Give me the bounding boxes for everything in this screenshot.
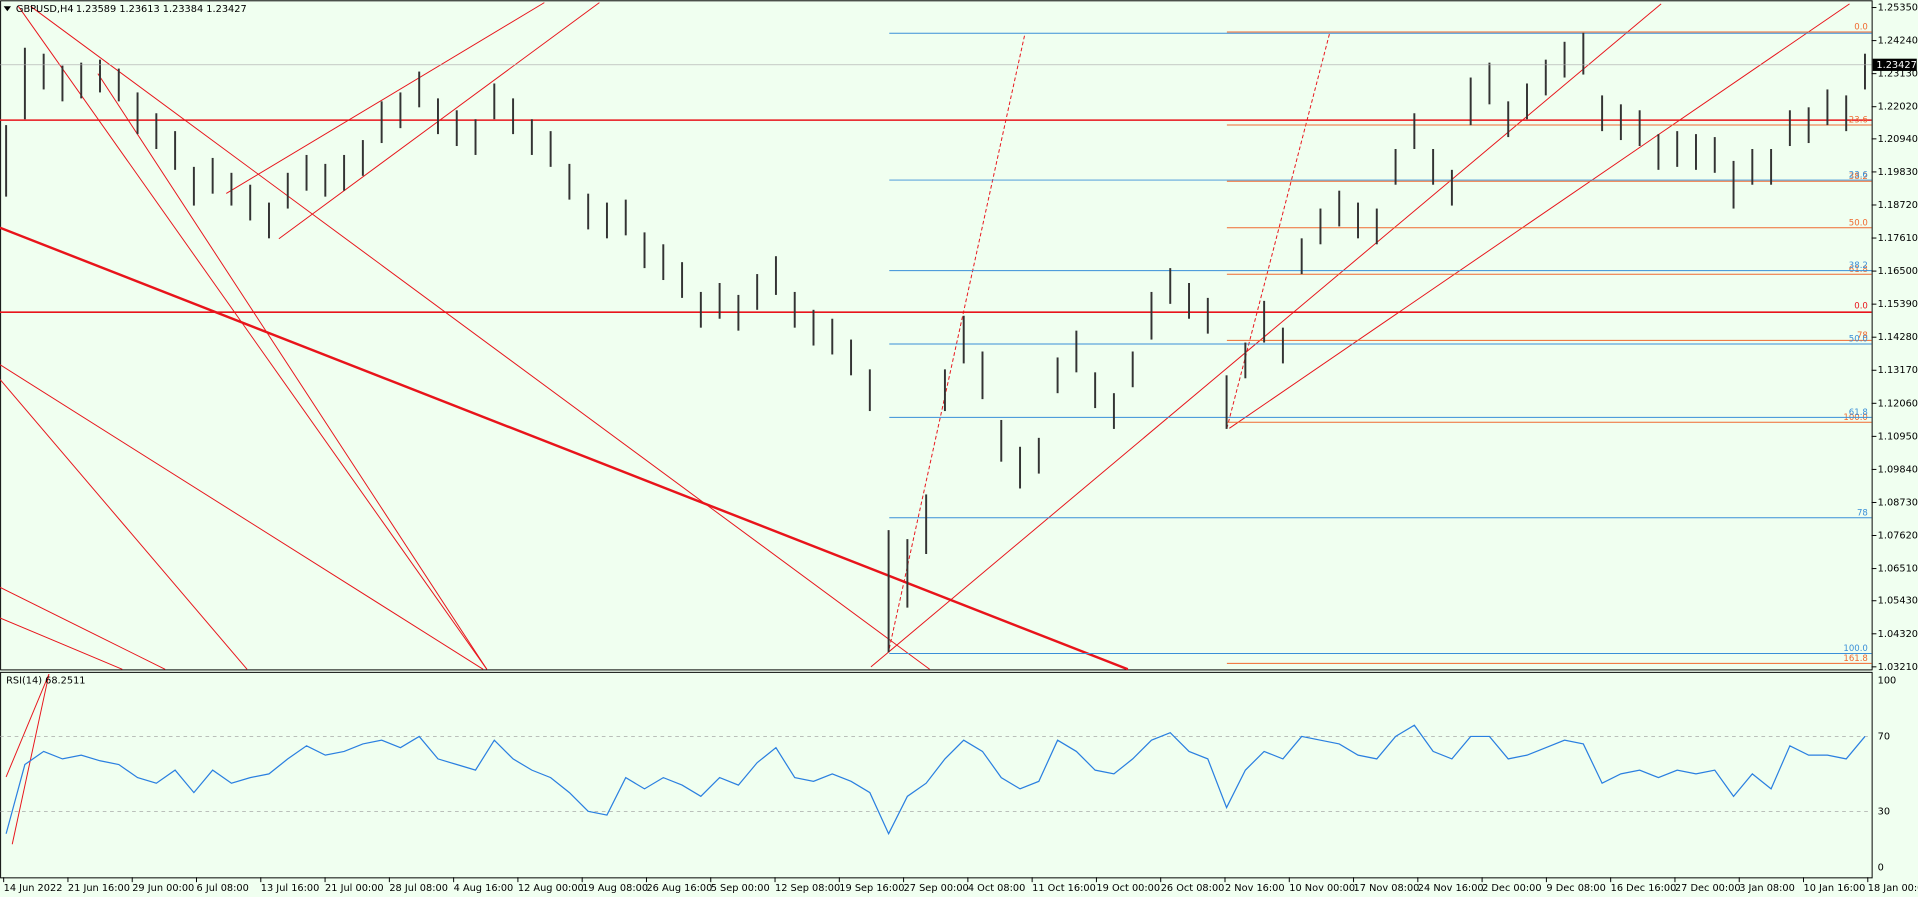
trend-line — [17, 6, 488, 670]
y-tick-label: 1.20940 — [1878, 134, 1918, 145]
x-tick-label: 28 Jul 08:00 — [389, 883, 448, 894]
y-tick-label: 1.19830 — [1878, 167, 1918, 178]
x-tick-label: 24 Nov 16:00 — [1418, 883, 1484, 894]
x-tick-label: 19 Sep 16:00 — [839, 883, 904, 894]
last-price-label: 1.23427 — [1876, 60, 1916, 71]
y-tick-label: 1.06510 — [1878, 564, 1918, 575]
trend-line — [0, 226, 1129, 671]
rsi-line — [5, 724, 1866, 836]
last-price-box — [1872, 58, 1917, 71]
trend-line — [888, 33, 1026, 649]
x-tick-label: 4 Oct 08:00 — [968, 883, 1025, 894]
x-tick-label: 19 Oct 00:00 — [1096, 883, 1160, 894]
price-panel — [0, 0, 1873, 671]
quote: 1.23589 1.23613 1.23384 1.23427 — [76, 4, 247, 15]
symbol-title: GBPUSD,H4 — [16, 4, 74, 15]
y-tick-label: 1.04320 — [1878, 629, 1918, 640]
y-tick-label: 1.09840 — [1878, 464, 1918, 475]
trend-line — [30, 5, 930, 670]
fib-label: 0.0 — [1854, 23, 1868, 33]
x-tick-label: 11 Oct 16:00 — [1032, 883, 1096, 894]
x-tick-label: 19 Aug 08:00 — [582, 883, 648, 894]
collapse-icon[interactable] — [3, 6, 12, 12]
y-tick-label: 1.18720 — [1878, 200, 1918, 211]
x-tick-label: 26 Oct 08:00 — [1161, 883, 1225, 894]
x-tick-label: 17 Nov 08:00 — [1354, 883, 1420, 894]
x-tick-label: 26 Aug 16:00 — [646, 883, 712, 894]
x-tick-label: 3 Jan 08:00 — [1739, 883, 1795, 894]
fib-label: 50.0 — [1849, 335, 1868, 345]
y-tick-label: 1.25350 — [1878, 3, 1918, 14]
trend-line — [0, 379, 248, 670]
y-tick-label: 1.22020 — [1878, 102, 1918, 113]
y-tick-label: 1.14280 — [1878, 332, 1918, 343]
trend-line — [226, 2, 545, 194]
x-tick-label: 27 Sep 00:00 — [904, 883, 969, 894]
fib-label: 61.8 — [1849, 408, 1868, 418]
x-tick-label: 5 Sep 00:00 — [711, 883, 770, 894]
fib-label: 50.0 — [1849, 218, 1868, 228]
rsi-title: RSI(14) 68.2511 — [6, 675, 85, 686]
y-tick-label: 1.12060 — [1878, 398, 1918, 409]
y-tick-label: 1.05430 — [1878, 596, 1918, 607]
x-tick-label: 9 Dec 08:00 — [1546, 883, 1605, 894]
x-tick-label: 12 Sep 08:00 — [775, 883, 840, 894]
fib-label: 38.2 — [1849, 172, 1868, 182]
trend-line — [97, 73, 488, 670]
fib-label: 78 — [1857, 331, 1868, 341]
y-tick-label: 70 — [1878, 731, 1890, 742]
x-tick-label: 6 Jul 08:00 — [197, 883, 249, 894]
level-label: 0.0 — [1854, 302, 1868, 312]
x-tick-label: 21 Jun 16:00 — [68, 883, 130, 894]
x-tick-label: 2 Nov 16:00 — [1225, 883, 1285, 894]
x-tick-label: 2 Dec 00:00 — [1482, 883, 1541, 894]
x-tick-label: 27 Dec 00:00 — [1675, 883, 1741, 894]
fib-label: 23.6 — [1849, 171, 1868, 181]
x-tick-label: 10 Jan 16:00 — [1804, 883, 1866, 894]
x-tick-label: 18 Jan 00:00 — [1868, 883, 1918, 894]
trend-line — [870, 3, 1662, 668]
fib-label: 100.0 — [1843, 644, 1867, 654]
y-tick-label: 1.08730 — [1878, 497, 1918, 508]
y-tick-label: 1.16500 — [1878, 266, 1918, 277]
y-tick-label: 1.13170 — [1878, 365, 1918, 376]
x-tick-label: 16 Dec 16:00 — [1611, 883, 1677, 894]
fib-label: 23.6 — [1849, 116, 1868, 126]
y-tick-label: 0 — [1878, 862, 1884, 873]
x-tick-label: 4 Aug 16:00 — [454, 883, 514, 894]
x-tick-label: 13 Jul 16:00 — [261, 883, 320, 894]
trend-line — [1226, 33, 1331, 429]
trend-line — [1229, 3, 1850, 429]
y-tick-label: 1.23130 — [1878, 69, 1918, 80]
x-tick-label: 21 Jul 00:00 — [325, 883, 384, 894]
y-tick-label: 100 — [1878, 675, 1897, 686]
fib-label: 78 — [1857, 508, 1868, 518]
trend-lines — [0, 2, 1850, 845]
fib-label: 61.8 — [1849, 265, 1868, 275]
y-tick-label: 1.03210 — [1878, 662, 1918, 673]
y-tick-label: 30 — [1878, 806, 1890, 817]
y-tick-label: 1.17610 — [1878, 233, 1918, 244]
fib-label: 38.2 — [1849, 261, 1868, 271]
y-tick-label: 1.15390 — [1878, 299, 1918, 310]
fib-label: 100.0 — [1843, 413, 1867, 423]
rsi-panel — [0, 671, 1873, 879]
x-tick-label: 29 Jun 00:00 — [132, 883, 194, 894]
x-tick-label: 10 Nov 00:00 — [1289, 883, 1355, 894]
trend-line — [0, 586, 166, 670]
y-tick-label: 1.24240 — [1878, 36, 1918, 47]
x-tick-label: 12 Aug 00:00 — [518, 883, 584, 894]
x-tick-label: 14 Jun 2022 — [4, 883, 63, 894]
trend-line — [5, 673, 50, 778]
fib-label: 161.8 — [1843, 654, 1867, 664]
y-tick-label: 1.10950 — [1878, 431, 1918, 442]
y-tick-label: 1.07620 — [1878, 531, 1918, 542]
trend-line — [11, 674, 50, 845]
trend-line — [0, 364, 484, 670]
trend-line — [0, 617, 123, 670]
